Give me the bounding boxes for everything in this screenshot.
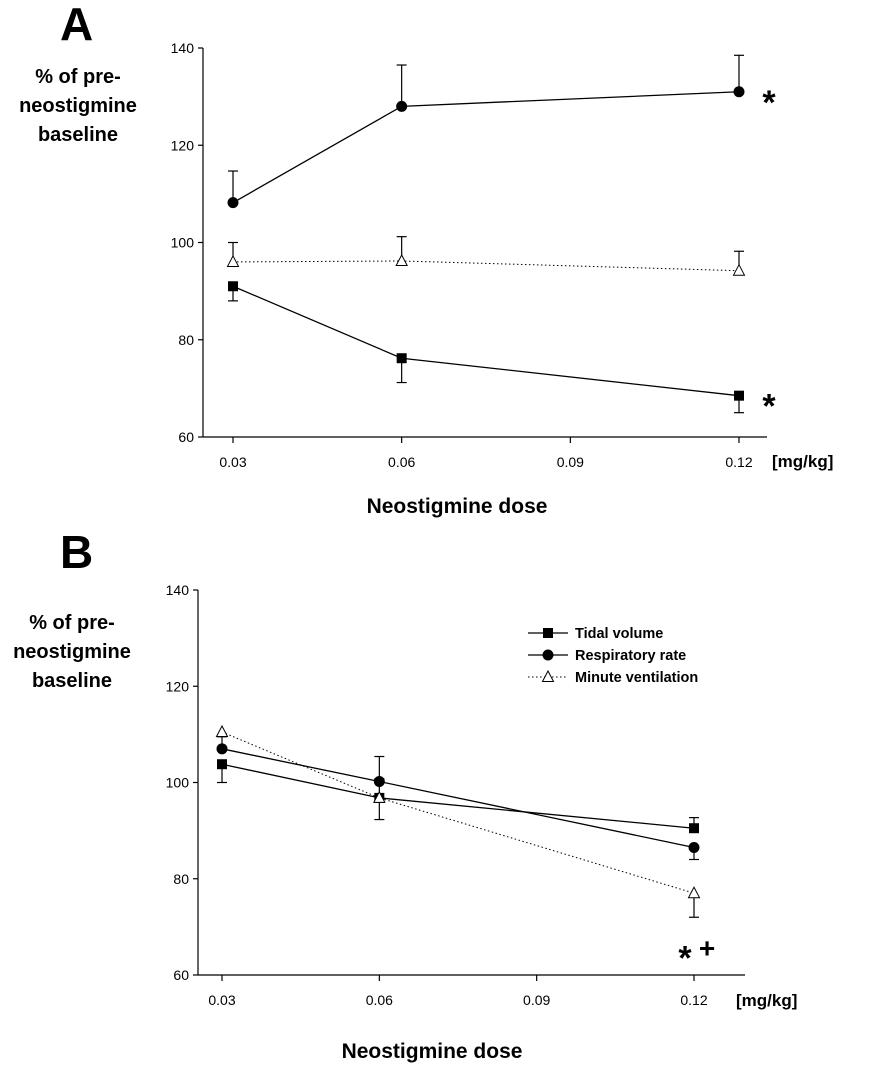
panel-a-series-minute-point: [395, 253, 408, 266]
panel-b-legend-tidal-marker: [543, 628, 553, 638]
panel-b-legend-resp-marker: [542, 649, 554, 661]
panel-a-series-minute-point: [226, 254, 240, 267]
panel-b-series-tidal-point: [689, 823, 699, 834]
panel-a-plot: 60 80 100 120 140 0.03 0.06 0.09 0.12 * *: [171, 40, 777, 470]
panel-b-x-tick-label: 0.09: [523, 992, 550, 1008]
panel-b-legend-minute-marker: [541, 669, 555, 682]
panel-b-x-tick-label: 0.03: [208, 992, 235, 1008]
panel-b-legend-resp-label: Respiratory rate: [575, 648, 686, 664]
panel-a-series-tidal-point: [228, 281, 238, 292]
panel-b-x-tick-label: 0.06: [366, 992, 393, 1008]
panel-b-plot: 60 80 100 120 140 0.03 0.06 0.09 0.12 * + Tidal vol…: [166, 582, 745, 1008]
panel-a-series-minute-point: [732, 263, 746, 276]
panel-a-y-tick-label: 80: [178, 332, 194, 348]
panel-a-letter: A: [60, 0, 93, 50]
panel-a-ylabel-line-2: neostigmine: [19, 95, 137, 117]
panel-b-ylabel-line-2: neostigmine: [13, 641, 131, 663]
panel-b-y-tick-label: 100: [166, 775, 190, 791]
panel-b-legend-minute-label: Minute ventilation: [575, 670, 698, 686]
panel-a-annotation-tidal: *: [762, 388, 776, 426]
panel-b-series-resp-line: [221, 748, 695, 849]
panel-a-x-axis-title: Neostigmine dose: [367, 495, 548, 518]
panel-a-x-tick-label: 0.03: [219, 454, 246, 470]
panel-a-series-resp-point: [396, 100, 408, 112]
panel-b-series-minute-point: [687, 886, 701, 899]
panel-b-letter: B: [60, 526, 93, 578]
panel-a-series-minute-line: [232, 260, 740, 272]
panel-b-y-tick-label: 80: [173, 871, 189, 887]
panel-a-y-tick-label: 140: [171, 40, 195, 56]
panel-a-x-unit: [mg/kg]: [772, 452, 833, 471]
panel-b-y-tick-label: 140: [166, 582, 190, 598]
panel-b-series-minute-line: [221, 731, 695, 894]
panel-a-series-resp-line: [232, 91, 740, 204]
panel-a-x-tick-label: 0.09: [557, 454, 584, 470]
panel-b-x-axis-title: Neostigmine dose: [342, 1040, 523, 1063]
panel-b-ylabel-line-1: % of pre-: [29, 612, 115, 634]
panel-a-x-tick-label: 0.12: [725, 454, 752, 470]
panel-b-annotation-plus: +: [699, 932, 715, 963]
panel-a-series-tidal-line: [232, 285, 740, 397]
panel-a: A % of pre- neostigmine baseline [mg/kg]…: [19, 0, 833, 518]
panel-a-y-tick-label: 60: [178, 429, 194, 445]
panel-a-ylabel-line-1: % of pre-: [35, 66, 121, 88]
panel-b-series-tidal-line: [221, 763, 695, 829]
panel-a-ylabel-line-3: baseline: [38, 124, 118, 146]
panel-a-y-tick-label: 100: [171, 235, 195, 251]
panel-b-y-tick-label: 120: [166, 678, 190, 694]
panel-a-annotation-resp: *: [762, 84, 776, 122]
panel-b-series-minute-point: [373, 790, 386, 803]
panel-a-series-tidal-point: [396, 353, 407, 364]
panel-b-ylabel-line-3: baseline: [32, 670, 112, 692]
panel-a-y-tick-label: 120: [171, 137, 195, 153]
panel-b-x-tick-label: 0.12: [680, 992, 707, 1008]
panel-a-series-resp-point: [227, 197, 239, 209]
panel-b-legend: Tidal volume Respiratory rate Minute venti…: [528, 626, 698, 686]
panel-a-x-tick-label: 0.06: [388, 454, 415, 470]
panel-b-series-minute-point: [215, 724, 229, 737]
panel-a-series-resp-point: [733, 86, 745, 98]
panel-a-series-tidal-point: [734, 390, 744, 401]
panel-b-series-resp-point: [688, 841, 700, 853]
panel-b-y-tick-label: 60: [173, 967, 189, 983]
panel-b-series-tidal-point: [217, 759, 227, 770]
panel-b: B % of pre- neostigmine baseline [mg/kg]…: [13, 526, 797, 1063]
panel-b-x-unit: [mg/kg]: [736, 991, 797, 1010]
panel-b-legend-tidal-label: Tidal volume: [575, 626, 663, 642]
panel-b-series-resp-point: [216, 743, 228, 755]
panel-b-annotation-star: *: [678, 939, 692, 977]
